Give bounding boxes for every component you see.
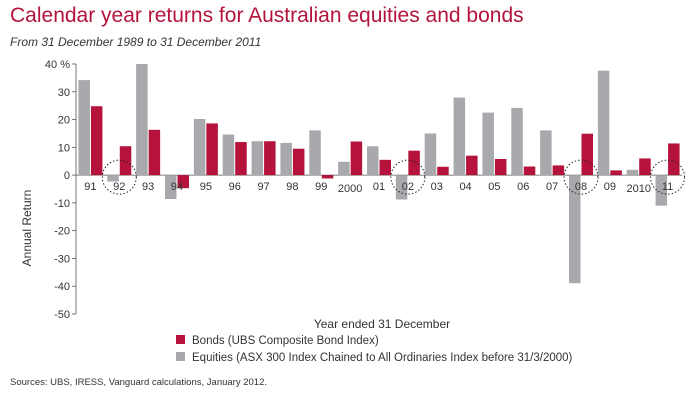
x-tick-label: 01	[373, 181, 385, 193]
bar-equities-02	[395, 175, 408, 200]
x-tick-label: 2000	[338, 183, 362, 195]
chart-title: Calendar year returns for Australian equ…	[10, 4, 524, 27]
bar-bonds-2000	[350, 141, 363, 176]
axes	[75, 64, 682, 314]
x-tick-label: 97	[257, 181, 269, 193]
bar-equities-11	[655, 175, 668, 206]
bar-equities-92	[107, 175, 119, 182]
bar-equities-94	[165, 175, 177, 199]
bar-equities-03	[424, 133, 437, 176]
bar-bonds-94	[177, 175, 189, 189]
highlight-circles	[101, 159, 686, 195]
x-tick-label: 06	[517, 181, 529, 193]
highlight-circle-11	[650, 159, 686, 195]
bar-equities-07	[540, 130, 552, 176]
bar-equities-99	[309, 130, 321, 176]
bar-equities-01	[367, 146, 379, 176]
x-axis-label: Year ended 31 December	[314, 317, 450, 331]
bar-bonds-03	[437, 166, 449, 176]
bar-bonds-02	[408, 150, 420, 176]
bar-equities-97	[251, 141, 264, 176]
x-tick-label: 03	[431, 181, 443, 193]
x-tick-label: 95	[200, 181, 212, 193]
x-tick-label: 05	[488, 181, 500, 193]
x-tick-label: 94	[171, 181, 183, 193]
bar-bonds-11	[668, 143, 680, 176]
x-tick-label: 08	[575, 181, 587, 193]
chart-subtitle: From 31 December 1989 to 31 December 201…	[10, 35, 262, 49]
bar-equities-2010	[626, 169, 639, 176]
y-tick-labels: 40 % 30 20 10 0 -10 -20 -30 -40 -50	[45, 59, 76, 321]
y-axis-label: Annual Return	[20, 190, 34, 267]
y-tick-label: -40	[54, 281, 70, 293]
y-tick-label: 20	[58, 115, 70, 127]
highlight-circle-02	[390, 159, 426, 195]
bar-equities-98	[280, 142, 292, 176]
y-tick-label: -30	[54, 253, 70, 265]
y-tick-label: 10	[58, 142, 70, 154]
bar-bonds-05	[494, 159, 507, 176]
highlight-circle-08	[563, 159, 599, 195]
legend-swatch-bonds	[176, 335, 185, 344]
x-tick-label: 07	[546, 181, 558, 193]
y-tick-label: 40 %	[45, 59, 70, 71]
x-tick-labels: 91 92 93 94 95 96 97 98 99 2000 01 02 03 04 05 06 07 08 09…	[84, 181, 673, 195]
x-tick-label: 91	[84, 181, 96, 193]
y-tick-label: -20	[54, 226, 70, 238]
x-tick-label: 2010	[626, 183, 650, 195]
bars	[78, 64, 680, 284]
bar-equities-95	[193, 119, 206, 176]
bar-bonds-04	[466, 155, 478, 176]
bar-bonds-95	[206, 123, 218, 176]
bar-bonds-09	[610, 170, 622, 176]
y-tick-label: -10	[54, 198, 70, 210]
bar-bonds-91	[90, 106, 103, 176]
legend-label-bonds: Bonds (UBS Composite Bond Index)	[192, 335, 379, 347]
x-tick-label: 96	[229, 181, 241, 193]
bar-bonds-99	[321, 175, 334, 179]
y-tick-label: 30	[58, 87, 70, 99]
bar-equities-93	[136, 64, 148, 176]
bar-equities-08	[569, 175, 581, 284]
x-tick-label: 99	[315, 181, 327, 193]
bar-bonds-96	[235, 142, 247, 176]
x-tick-label: 02	[402, 181, 414, 193]
bar-bonds-92	[119, 146, 132, 176]
x-tick-label: 04	[459, 181, 471, 193]
bar-equities-91	[78, 80, 90, 176]
x-tick-label: 93	[142, 181, 154, 193]
x-tick-label: 09	[604, 181, 616, 193]
bar-bonds-08	[581, 133, 593, 176]
x-tick-label: 11	[662, 181, 673, 193]
legend: Bonds (UBS Composite Bond Index) Equitie…	[176, 335, 573, 364]
bar-equities-06	[511, 107, 523, 176]
source-note: Sources: UBS, IRESS, Vanguard calculatio…	[10, 377, 267, 388]
bar-equities-96	[222, 134, 235, 176]
bar-bonds-2010	[639, 158, 651, 176]
highlight-circle-92	[101, 159, 137, 195]
bar-bonds-07	[552, 165, 565, 176]
x-tick-label: 98	[286, 181, 298, 193]
bar-equities-2000	[338, 161, 350, 176]
legend-label-equities: Equities (ASX 300 Index Chained to All O…	[192, 352, 573, 364]
bar-equities-09	[597, 70, 610, 176]
legend-swatch-equities	[176, 352, 185, 361]
bar-bonds-97	[264, 141, 276, 176]
bar-bonds-06	[523, 166, 536, 176]
y-tick-label: 0	[64, 170, 70, 182]
x-tick-label: 92	[113, 181, 125, 193]
bar-bonds-01	[379, 159, 391, 176]
bar-equities-04	[453, 97, 466, 176]
bar-bonds-93	[148, 129, 161, 176]
bar-bonds-98	[292, 148, 305, 176]
bar-equities-05	[482, 112, 494, 176]
y-tick-label: -50	[54, 309, 70, 321]
